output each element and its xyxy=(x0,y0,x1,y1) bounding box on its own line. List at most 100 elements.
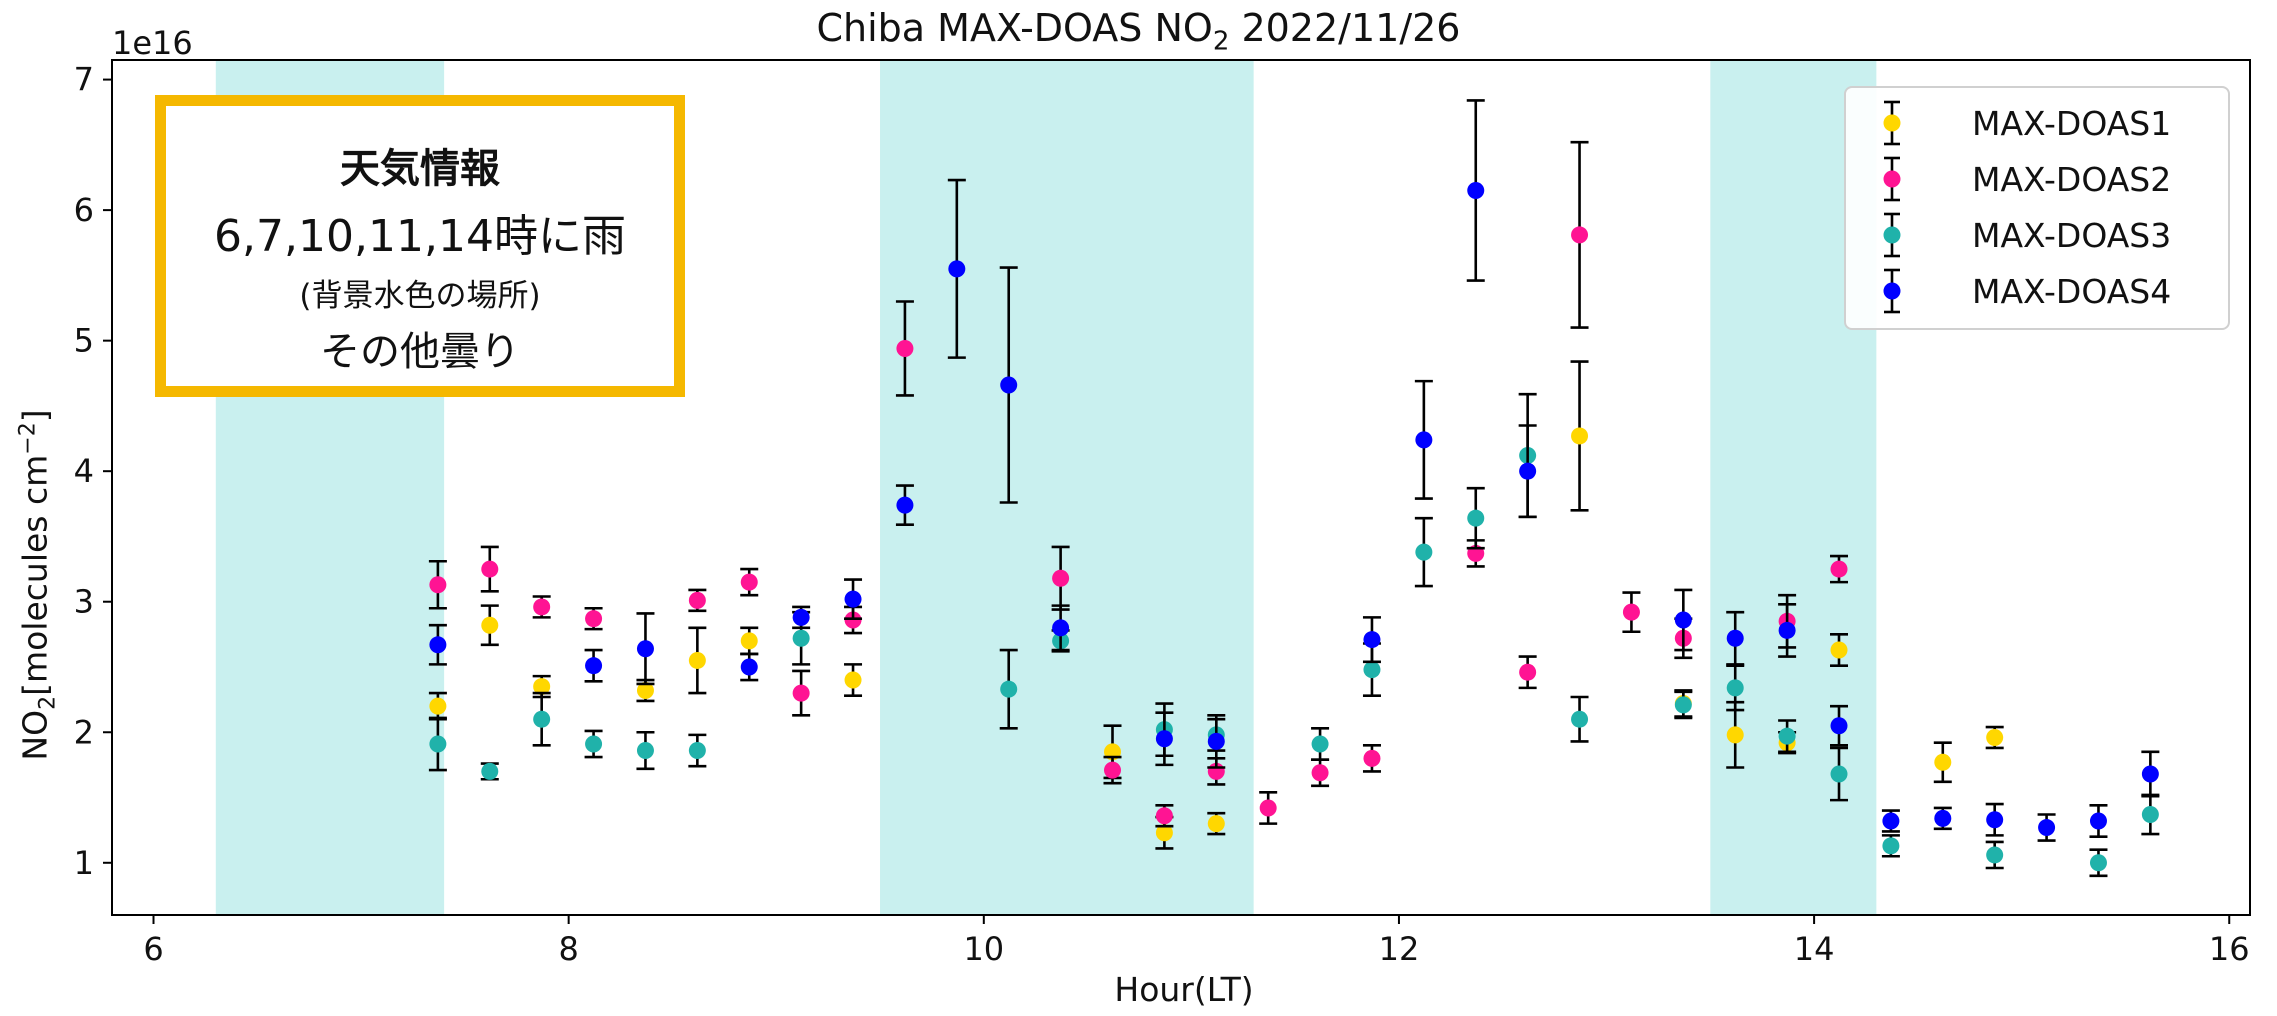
data-point xyxy=(896,339,914,357)
data-point xyxy=(429,636,447,654)
y-tick-label: 5 xyxy=(74,322,94,360)
data-point xyxy=(844,671,862,689)
weather-info-rain-hours: 6,7,10,11,14時に雨 xyxy=(214,211,626,262)
x-axis-label: Hour(LT) xyxy=(1114,970,1254,1009)
x-tick-label: 10 xyxy=(963,930,1004,968)
series-max-doas4 xyxy=(428,99,2160,842)
data-point xyxy=(1830,717,1848,735)
legend-label: MAX-DOAS4 xyxy=(1972,272,2172,311)
data-point xyxy=(1467,509,1485,527)
data-point xyxy=(1726,679,1744,697)
x-tick-label: 12 xyxy=(1379,930,1420,968)
data-points xyxy=(428,99,2160,878)
data-point xyxy=(1571,427,1589,445)
data-point xyxy=(1311,764,1329,782)
data-point xyxy=(792,608,810,626)
data-point xyxy=(1830,641,1848,659)
data-point xyxy=(1415,543,1433,561)
y-scale-factor: 1e16 xyxy=(112,24,193,62)
data-point xyxy=(1000,376,1018,394)
x-tick-label: 6 xyxy=(143,930,163,968)
x-tick-label: 16 xyxy=(2209,930,2250,968)
data-point xyxy=(844,611,862,629)
data-point xyxy=(1882,837,1900,855)
data-point xyxy=(1986,811,2004,829)
data-point xyxy=(1934,753,1952,771)
data-point xyxy=(1882,812,1900,830)
data-point xyxy=(2141,765,2159,783)
data-point xyxy=(1622,603,1640,621)
data-point xyxy=(1519,663,1537,681)
y-tick-label: 6 xyxy=(74,191,94,229)
legend-label: MAX-DOAS2 xyxy=(1972,160,2172,199)
data-point xyxy=(1155,730,1173,748)
legend-marker xyxy=(1883,268,1901,314)
legend-marker xyxy=(1883,156,1901,202)
data-point xyxy=(792,629,810,647)
data-point xyxy=(1000,680,1018,698)
data-point xyxy=(1363,661,1381,679)
data-point xyxy=(636,742,654,760)
data-point xyxy=(1571,710,1589,728)
series-max-doas2 xyxy=(428,140,1849,828)
data-point xyxy=(585,735,603,753)
legend-label: MAX-DOAS3 xyxy=(1972,216,2172,255)
data-point xyxy=(740,573,758,591)
legend-marker xyxy=(1883,212,1901,258)
data-point xyxy=(533,710,551,728)
data-point xyxy=(688,651,706,669)
y-tick-label: 4 xyxy=(74,452,94,490)
data-point xyxy=(1674,696,1692,714)
data-point xyxy=(585,657,603,675)
y-tick-label: 3 xyxy=(74,583,94,621)
data-point xyxy=(1778,727,1796,745)
data-point xyxy=(1363,631,1381,649)
data-point xyxy=(1052,619,1070,637)
data-point xyxy=(1207,732,1225,750)
legend-label: MAX-DOAS1 xyxy=(1972,104,2172,143)
data-point xyxy=(585,610,603,628)
data-point xyxy=(896,496,914,514)
data-point xyxy=(688,742,706,760)
legend-item: MAX-DOAS3 xyxy=(1846,208,2226,264)
rain-shade-region xyxy=(880,60,1254,915)
data-point xyxy=(481,762,499,780)
data-point xyxy=(1467,182,1485,200)
data-point xyxy=(429,735,447,753)
data-point xyxy=(1986,846,2004,864)
data-point xyxy=(1830,560,1848,578)
legend-marker xyxy=(1883,100,1901,146)
series-max-doas3 xyxy=(428,392,2160,878)
data-point xyxy=(1155,824,1173,842)
data-point xyxy=(1674,611,1692,629)
data-point xyxy=(429,576,447,594)
legend-item: MAX-DOAS4 xyxy=(1846,264,2226,320)
data-point xyxy=(533,598,551,616)
data-point xyxy=(1519,462,1537,480)
data-point xyxy=(1104,761,1122,779)
y-tick-label: 1 xyxy=(74,844,94,882)
data-point xyxy=(2089,812,2107,830)
data-point xyxy=(688,591,706,609)
data-point xyxy=(1052,569,1070,587)
data-point xyxy=(2141,805,2159,823)
legend-item: MAX-DOAS1 xyxy=(1846,96,2226,152)
data-point xyxy=(1934,809,1952,827)
data-point xyxy=(1986,728,2004,746)
data-point xyxy=(1415,431,1433,449)
data-point xyxy=(481,560,499,578)
data-point xyxy=(1363,749,1381,767)
data-point xyxy=(1726,726,1744,744)
data-point xyxy=(740,632,758,650)
data-point xyxy=(636,681,654,699)
y-tick-label: 2 xyxy=(74,713,94,751)
data-point xyxy=(2089,854,2107,872)
data-point xyxy=(740,658,758,676)
data-point xyxy=(1207,815,1225,833)
data-point xyxy=(1830,765,1848,783)
data-point xyxy=(1778,621,1796,639)
data-point xyxy=(533,678,551,696)
weather-info-shading-note: (背景水色の場所) xyxy=(299,278,541,314)
legend-item: MAX-DOAS2 xyxy=(1846,152,2226,208)
